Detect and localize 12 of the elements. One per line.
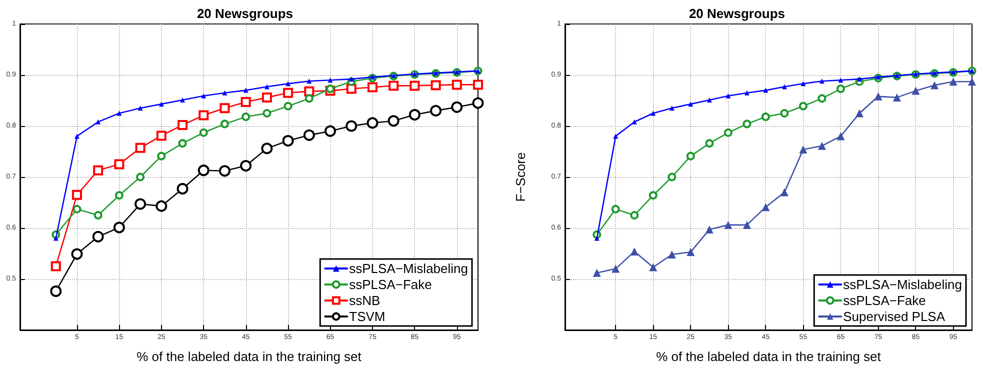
legend-label: ssPLSA−Mislabeling (843, 277, 962, 292)
legend-label: ssNB (349, 293, 380, 308)
x-axis-title: % of the labeled data in the training set (136, 349, 362, 364)
legend-label: ssPLSA−Mislabeling (349, 261, 468, 276)
chart-title: 20 Newsgroups (688, 6, 786, 21)
legend-label: ssPLSA−Fake (349, 277, 432, 292)
legend-label: ssPLSA−Fake (843, 293, 926, 308)
y-axis-title: F−Score (513, 152, 528, 202)
legend-label: TSVM (349, 309, 386, 324)
legend-label: Supervised PLSA (843, 309, 946, 324)
chart-title: 20 Newsgroups (196, 6, 294, 21)
x-axis-title: % of the labeled data in the training set (656, 349, 882, 364)
